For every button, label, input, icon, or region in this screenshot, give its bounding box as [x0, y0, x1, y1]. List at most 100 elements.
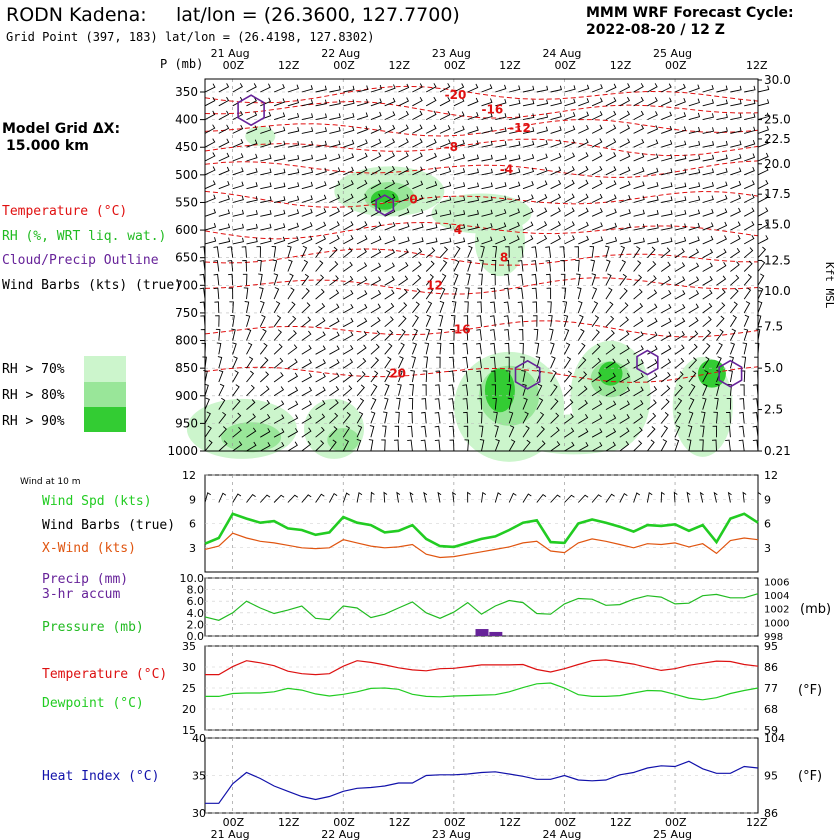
- wind-barb: [425, 110, 437, 120]
- wind-barb: [509, 85, 521, 93]
- wind-barb: [356, 98, 369, 107]
- wind-barb: [739, 398, 745, 410]
- wind-barb: [439, 300, 445, 314]
- wind-barb: [329, 317, 340, 328]
- wind-barb: [439, 139, 451, 148]
- wind-barb: [495, 235, 507, 245]
- wind-barb: [730, 194, 742, 203]
- wind-barb: [246, 237, 258, 245]
- wind-barb: [411, 342, 417, 355]
- wind-barb: [495, 182, 507, 190]
- wind-barb: [287, 400, 299, 410]
- wind-barb: [716, 181, 728, 190]
- wind-barb: [522, 207, 534, 217]
- wind-barb: [633, 237, 645, 245]
- wind-barb: [591, 357, 602, 369]
- wind-barb: [508, 425, 515, 438]
- wind-barb: [421, 398, 427, 410]
- wind-barb: [730, 167, 742, 176]
- wind-barb: [522, 181, 534, 190]
- wind-barb: [495, 113, 507, 121]
- wind-barb: [688, 195, 701, 203]
- wind-barb: [384, 111, 396, 121]
- wind-barb: [503, 301, 510, 313]
- wind-barb: [550, 384, 558, 397]
- wind-barb: [218, 237, 231, 245]
- wind-barb: [564, 328, 570, 341]
- wind-barb: [301, 427, 312, 438]
- wind-barb: [301, 140, 314, 148]
- wind-barb: [730, 85, 742, 93]
- wind-barb: [517, 301, 524, 313]
- precip-bar: [489, 631, 503, 636]
- wind-barb: [204, 411, 211, 424]
- wind-barb: [287, 84, 299, 93]
- wind-barb: [661, 154, 673, 162]
- wind-barb: [370, 370, 379, 383]
- wind-barb: [342, 398, 352, 410]
- wind-barb: [204, 383, 209, 396]
- wind-barb: [439, 110, 451, 121]
- wind-barb: [384, 370, 391, 383]
- wind-barb: [398, 302, 408, 314]
- wind-barb: [577, 314, 584, 327]
- wind-barb: [674, 398, 683, 410]
- wind-barb: [730, 261, 740, 272]
- wind-barb: [535, 356, 541, 369]
- wind-barb: [315, 194, 327, 203]
- wind-barb: [356, 207, 368, 217]
- top-hour-label: 12Z: [499, 59, 521, 72]
- wind-barb: [246, 196, 258, 203]
- wind-barb: [757, 112, 770, 121]
- wind-barb: [660, 412, 669, 424]
- wind-barb: [245, 314, 251, 327]
- wind-speed-line: [204, 512, 759, 549]
- bottom-hour-label: 12Z: [746, 816, 768, 829]
- wind-barb: [688, 330, 699, 341]
- wind-barb: [688, 98, 700, 107]
- wind-barb: [702, 235, 714, 245]
- wind-barb: [301, 400, 312, 410]
- wind-barb: [522, 383, 527, 396]
- wind-barb: [287, 386, 299, 397]
- wind-barb: [536, 99, 549, 107]
- wind-barb: [490, 301, 496, 313]
- panel-left-tick: 30: [182, 661, 196, 674]
- wind-barb: [273, 126, 286, 134]
- wind-barb: [702, 383, 708, 396]
- kft-tick-label: 12.5: [764, 253, 791, 267]
- wind-barb: [509, 127, 521, 134]
- wind-barb: [218, 440, 228, 452]
- wind-barb: [716, 99, 728, 107]
- temperature-contour-label: 4: [454, 223, 462, 237]
- wind-barb: [674, 83, 686, 93]
- cross-section-panel: -20 -16 -12 -8 -4 0 4 8 12 16 20: [186, 78, 770, 462]
- wind-barb: [532, 315, 538, 327]
- wind-barb: [259, 314, 266, 327]
- wind-barb: [315, 359, 326, 369]
- surface-wind-barb: [633, 492, 641, 503]
- wind-barb: [449, 439, 455, 452]
- wind-barb: [435, 370, 441, 383]
- wind-barb: [425, 83, 437, 93]
- wind-barb: [218, 152, 230, 162]
- wind-barb: [204, 208, 216, 217]
- wind-barb: [343, 139, 355, 148]
- top-hour-label: 12Z: [610, 59, 632, 72]
- surface-wind-barb: [246, 493, 256, 503]
- wind-barb: [412, 208, 424, 217]
- bottom-hour-label: 00Z: [554, 816, 576, 829]
- wind-barb: [343, 180, 354, 190]
- wind-barb: [301, 330, 312, 341]
- wind-barb: [204, 425, 212, 438]
- wind-barb: [545, 260, 552, 272]
- kft-tick-label: 17.5: [764, 187, 791, 201]
- wind-barb: [370, 84, 382, 93]
- pressure-tick-label: 450: [175, 140, 198, 154]
- wind-barb: [674, 438, 680, 452]
- wind-barb: [688, 262, 700, 272]
- wind-barb: [260, 196, 272, 203]
- wind-barb: [702, 303, 713, 314]
- wind-barb: [453, 97, 465, 107]
- bottom-hour-label: 00Z: [223, 816, 245, 829]
